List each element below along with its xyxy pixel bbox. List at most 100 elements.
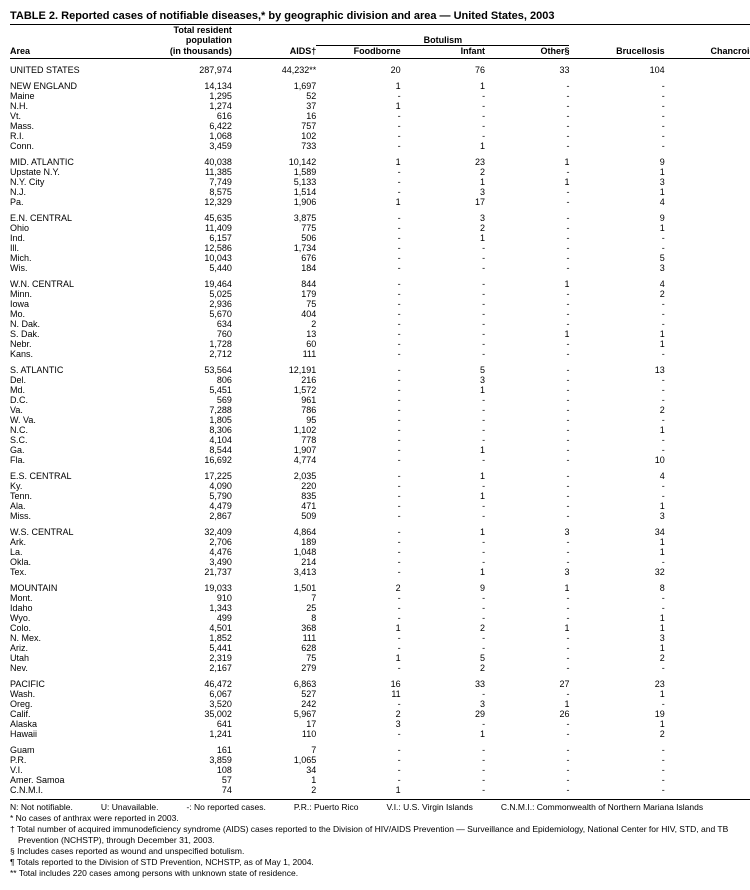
table-row: NEW ENGLAND14,1341,69711--3 <box>10 75 750 91</box>
value-cell: 1,734 <box>232 243 316 253</box>
value-cell: - <box>485 309 569 319</box>
value-cell: - <box>665 719 750 729</box>
area-cell: R.I. <box>10 131 134 141</box>
table-row: Ark.2,706189---1- <box>10 537 750 547</box>
value-cell: 161 <box>134 739 231 755</box>
value-cell: 17,225 <box>134 465 231 481</box>
value-cell: - <box>665 557 750 567</box>
value-cell: 57 <box>134 775 231 785</box>
value-cell: - <box>316 395 400 405</box>
value-cell: 1 <box>569 425 664 435</box>
value-cell: - <box>401 537 485 547</box>
value-cell: 220 <box>232 481 316 491</box>
value-cell: - <box>401 547 485 557</box>
area-cell: W.S. CENTRAL <box>10 521 134 537</box>
value-cell: 4 <box>569 465 664 481</box>
value-cell: - <box>569 775 664 785</box>
value-cell: 95 <box>232 415 316 425</box>
value-cell: 19,033 <box>134 577 231 593</box>
value-cell: - <box>485 339 569 349</box>
area-cell: Nebr. <box>10 339 134 349</box>
footnote-line: † Total number of acquired immunodeficie… <box>18 824 750 846</box>
value-cell: 1,343 <box>134 603 231 613</box>
area-cell: Upstate N.Y. <box>10 167 134 177</box>
value-cell: - <box>569 593 664 603</box>
table-row: Ind.6,157506-1--- <box>10 233 750 243</box>
value-cell: 1 <box>316 75 400 91</box>
value-cell: 1,697 <box>232 75 316 91</box>
value-cell: 1 <box>665 197 750 207</box>
value-cell: 5,133 <box>232 177 316 187</box>
value-cell: - <box>665 415 750 425</box>
value-cell: 4,479 <box>134 501 231 511</box>
value-cell: - <box>569 91 664 101</box>
area-cell: Wyo. <box>10 613 134 623</box>
value-cell: 11 <box>665 151 750 167</box>
value-cell: - <box>401 299 485 309</box>
value-cell: 189 <box>232 537 316 547</box>
area-cell: Calif. <box>10 709 134 719</box>
value-cell: 1 <box>485 577 569 593</box>
value-cell: - <box>485 547 569 557</box>
value-cell: 32 <box>569 567 664 577</box>
table-row: D.C.569961----- <box>10 395 750 405</box>
value-cell: - <box>485 455 569 465</box>
area-cell: MID. ATLANTIC <box>10 151 134 167</box>
area-cell: Ark. <box>10 537 134 547</box>
value-cell: 3 <box>569 263 664 273</box>
value-cell: 1 <box>401 465 485 481</box>
table-row: W. Va.1,80595----- <box>10 415 750 425</box>
abbrev-item: P.R.: Puerto Rico <box>294 802 359 813</box>
value-cell: 1 <box>485 273 569 289</box>
value-cell: - <box>485 111 569 121</box>
area-cell: W. Va. <box>10 415 134 425</box>
area-cell: N.C. <box>10 425 134 435</box>
value-cell: - <box>316 415 400 425</box>
value-cell: - <box>665 273 750 289</box>
value-cell: 1 <box>316 785 400 800</box>
value-cell: - <box>316 455 400 465</box>
value-cell: - <box>485 385 569 395</box>
value-cell: - <box>401 131 485 141</box>
value-cell: - <box>401 643 485 653</box>
value-cell: - <box>401 593 485 603</box>
value-cell: 46,472 <box>134 673 231 689</box>
area-cell: La. <box>10 547 134 557</box>
hdr-food: Foodborne <box>316 46 400 59</box>
value-cell: 3 <box>401 375 485 385</box>
value-cell: 1 <box>401 75 485 91</box>
value-cell: 1,907 <box>232 445 316 455</box>
value-cell: 1,589 <box>232 167 316 177</box>
value-cell: - <box>401 613 485 623</box>
value-cell: - <box>316 359 400 375</box>
value-cell: - <box>401 395 485 405</box>
area-cell: Mass. <box>10 121 134 131</box>
area-cell: W.N. CENTRAL <box>10 273 134 289</box>
value-cell: - <box>316 663 400 673</box>
value-cell: - <box>485 91 569 101</box>
area-cell: UNITED STATES <box>10 59 134 76</box>
value-cell: 1 <box>569 501 664 511</box>
value-cell: 1,048 <box>232 547 316 557</box>
value-cell: - <box>485 719 569 729</box>
value-cell: 2 <box>232 785 316 800</box>
value-cell: - <box>569 349 664 359</box>
value-cell: - <box>316 405 400 415</box>
area-cell: Tenn. <box>10 491 134 501</box>
value-cell: 5 <box>569 253 664 263</box>
value-cell: 1 <box>569 689 664 699</box>
value-cell: 8,544 <box>134 445 231 455</box>
area-cell: Okla. <box>10 557 134 567</box>
value-cell: - <box>569 111 664 121</box>
value-cell: - <box>485 481 569 491</box>
value-cell: - <box>665 709 750 719</box>
value-cell: 509 <box>232 511 316 521</box>
value-cell: 2 <box>665 643 750 653</box>
value-cell: - <box>665 785 750 800</box>
value-cell: - <box>485 765 569 775</box>
value-cell: 8,575 <box>134 187 231 197</box>
value-cell: 2 <box>401 623 485 633</box>
table-row: Idaho1,34325----- <box>10 603 750 613</box>
value-cell: - <box>485 435 569 445</box>
value-cell: 3 <box>665 521 750 537</box>
